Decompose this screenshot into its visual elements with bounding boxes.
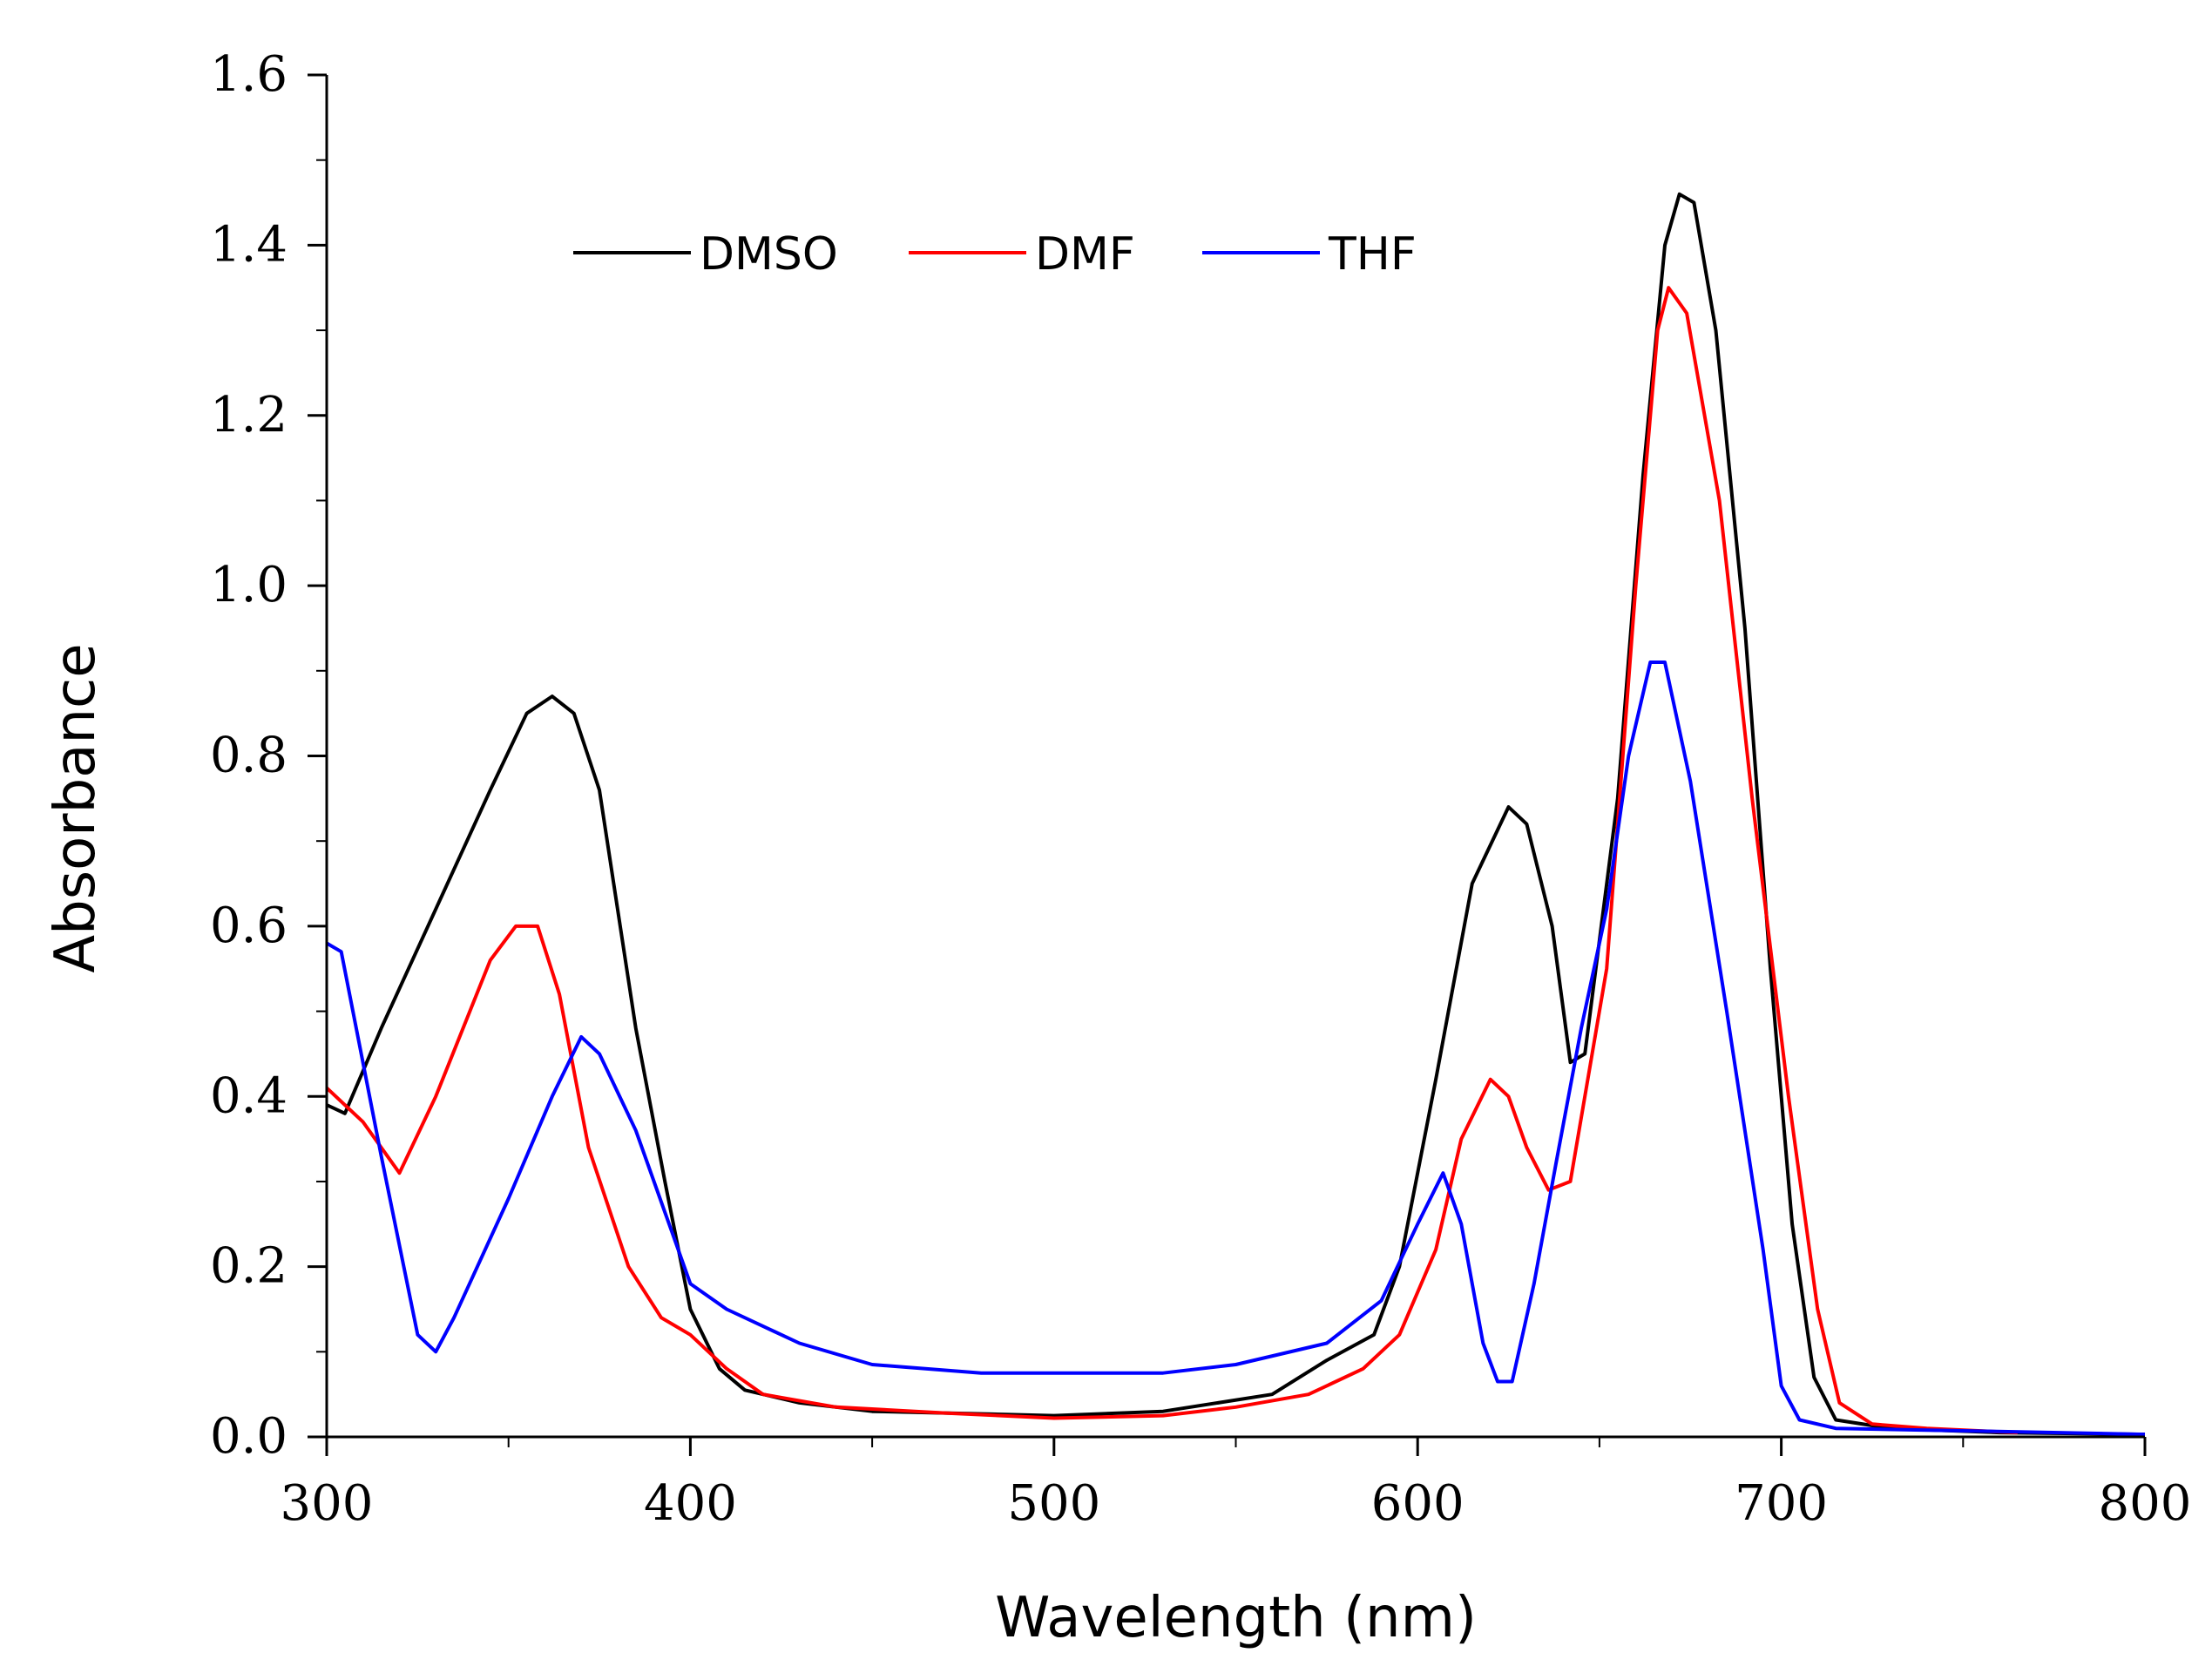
y-tick-label: 0.6 [210, 898, 287, 954]
series-line-thf [325, 660, 2146, 1437]
y-tick-label: 1.4 [210, 216, 287, 273]
series-line-dmf [325, 286, 2018, 1435]
axis-ticks [308, 73, 2147, 1456]
y-axis-title: Absorbance [44, 643, 108, 972]
x-tick-label: 500 [1007, 1475, 1100, 1532]
series-line-dmso [326, 192, 2146, 1437]
legend-label-dmso: DMSO [700, 228, 838, 281]
y-tick-labels: 0.0 0.2 0.4 0.6 0.8 1.0 1.2 1.4 1.6 [210, 46, 287, 1465]
legend-label-dmf: DMF [1035, 228, 1135, 281]
y-tick-label: 1.2 [210, 387, 287, 444]
y-tick-label: 0.2 [210, 1238, 287, 1295]
series-lines [325, 192, 2146, 1437]
y-tick-label: 0.8 [210, 728, 287, 784]
y-tick-label: 0.4 [210, 1067, 287, 1124]
x-tick-label: 400 [644, 1475, 737, 1532]
y-tick-label: 1.6 [210, 46, 287, 103]
x-tick-label: 300 [281, 1475, 374, 1532]
x-tick-label: 700 [1735, 1475, 1828, 1532]
legend: DMSO DMF THF [573, 228, 1417, 281]
x-tick-label: 600 [1371, 1475, 1465, 1532]
x-axis-title: Wavelength (nm) [995, 1586, 1477, 1650]
legend-label-thf: THF [1328, 228, 1417, 281]
x-tick-label: 800 [2099, 1475, 2192, 1532]
x-tick-labels: 300 400 500 600 700 800 [281, 1475, 2192, 1532]
y-tick-label: 1.0 [210, 557, 287, 613]
y-tick-label: 0.0 [210, 1408, 287, 1465]
